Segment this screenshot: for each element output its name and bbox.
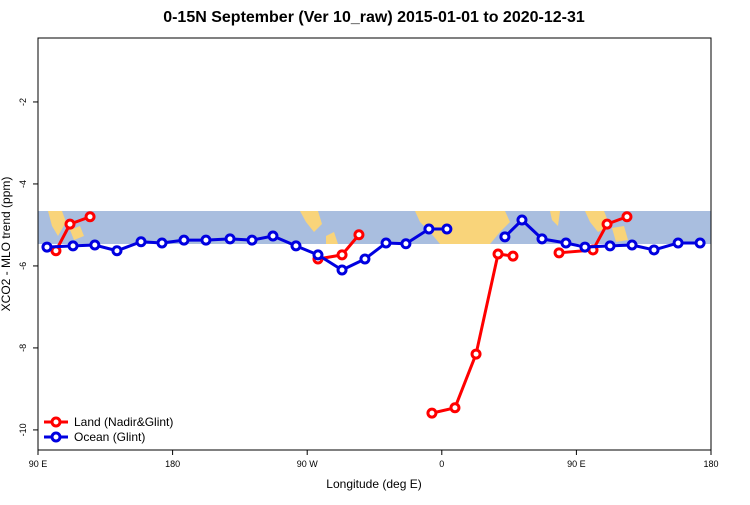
map-strip (38, 211, 711, 244)
data-point (353, 229, 365, 241)
legend-label: Land (Nadir&Glint) (74, 415, 173, 429)
x-tick-label: 180 (703, 459, 718, 469)
data-point (156, 237, 168, 249)
data-point (621, 211, 633, 223)
data-point (64, 218, 76, 230)
data-point (648, 244, 660, 256)
data-point (135, 236, 147, 248)
data-point (553, 247, 565, 259)
data-point (601, 218, 613, 230)
data-point (359, 253, 371, 265)
data-point (423, 223, 435, 235)
data-point (224, 233, 236, 245)
data-point (336, 249, 348, 261)
y-tick-label: -2 (18, 98, 28, 106)
data-point (536, 233, 548, 245)
legend-label: Ocean (Glint) (74, 430, 145, 444)
data-point (507, 250, 519, 262)
x-axis-label: Longitude (deg E) (326, 477, 421, 491)
data-point (84, 211, 96, 223)
data-point (441, 223, 453, 235)
data-point (246, 234, 258, 246)
data-point (89, 239, 101, 251)
data-point (694, 237, 706, 249)
data-point (336, 264, 348, 276)
legend-marker (50, 431, 62, 443)
data-point (516, 214, 528, 226)
chart-title: 0-15N September (Ver 10_raw) 2015-01-01 … (163, 9, 585, 26)
legend-marker (50, 416, 62, 428)
data-point (560, 237, 572, 249)
data-point (312, 249, 324, 261)
data-point (380, 237, 392, 249)
x-tick-label: 90 E (29, 459, 48, 469)
y-tick-label: -4 (18, 180, 28, 188)
data-point (426, 407, 438, 419)
data-point (470, 348, 482, 360)
data-point (604, 240, 616, 252)
data-point (626, 239, 638, 251)
y-tick-label: -8 (18, 344, 28, 352)
x-tick-label: 90 E (567, 459, 586, 469)
y-tick-label: -10 (18, 423, 28, 436)
data-point (672, 237, 684, 249)
data-point (449, 402, 461, 414)
data-point (579, 241, 591, 253)
x-tick-label: 180 (165, 459, 180, 469)
data-point (67, 240, 79, 252)
data-point (111, 245, 123, 257)
data-point (290, 240, 302, 252)
y-tick-label: -6 (18, 262, 28, 270)
data-point (400, 238, 412, 250)
data-point (200, 234, 212, 246)
plot-frame (37, 37, 712, 451)
data-point (267, 230, 279, 242)
x-tick-label: 90 W (297, 459, 319, 469)
data-point (41, 241, 53, 253)
data-point (178, 234, 190, 246)
data-point (492, 248, 504, 260)
y-axis-label: XCO2 - MLO trend (ppm) (0, 177, 13, 312)
x-tick-label: 0 (439, 459, 444, 469)
data-point (499, 231, 511, 243)
